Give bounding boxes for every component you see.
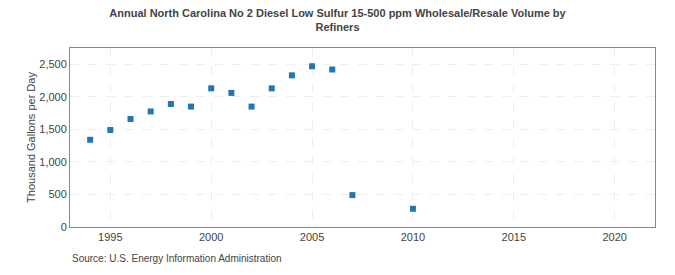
svg-text:2,000: 2,000: [39, 91, 67, 103]
svg-text:1,000: 1,000: [39, 156, 67, 168]
svg-text:2005: 2005: [300, 231, 324, 243]
svg-text:Thousand Gallons per Day: Thousand Gallons per Day: [25, 72, 37, 203]
svg-text:2015: 2015: [502, 231, 526, 243]
svg-text:500: 500: [48, 188, 66, 200]
svg-text:2010: 2010: [401, 231, 425, 243]
svg-text:1,500: 1,500: [39, 123, 67, 135]
svg-text:Annual North Carolina No 2 Die: Annual North Carolina No 2 Diesel Low Su…: [109, 7, 566, 33]
svg-text:2000: 2000: [199, 231, 223, 243]
svg-text:2020: 2020: [602, 231, 626, 243]
svg-text:2,500: 2,500: [39, 58, 67, 70]
svg-text:Source: U.S. Energy Informatio: Source: U.S. Energy Information Administ…: [72, 253, 282, 264]
svg-text:0: 0: [61, 221, 67, 233]
svg-text:1995: 1995: [98, 231, 122, 243]
